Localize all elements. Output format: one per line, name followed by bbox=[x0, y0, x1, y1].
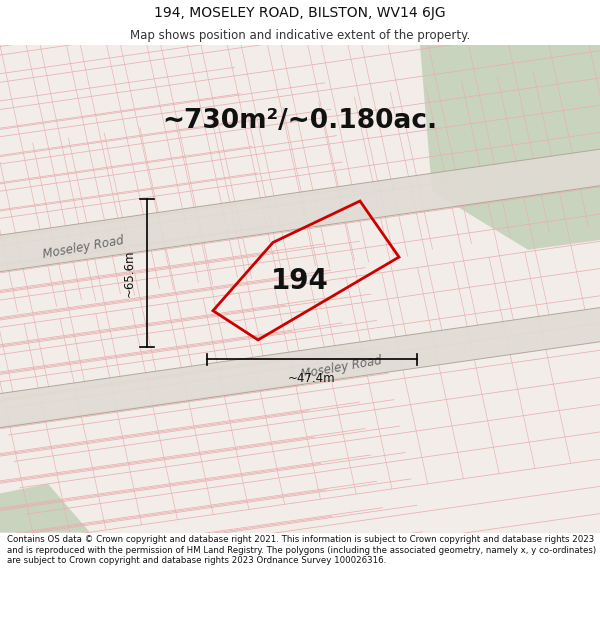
Text: Moseley Road: Moseley Road bbox=[300, 354, 383, 381]
Polygon shape bbox=[0, 484, 90, 532]
Text: Map shows position and indicative extent of the property.: Map shows position and indicative extent… bbox=[130, 29, 470, 42]
Polygon shape bbox=[0, 149, 600, 272]
Text: ~47.4m: ~47.4m bbox=[288, 372, 336, 384]
Text: 194, MOSELEY ROAD, BILSTON, WV14 6JG: 194, MOSELEY ROAD, BILSTON, WV14 6JG bbox=[154, 6, 446, 19]
Text: 194: 194 bbox=[271, 268, 329, 296]
Polygon shape bbox=[0, 308, 600, 428]
Text: ~730m²/~0.180ac.: ~730m²/~0.180ac. bbox=[163, 107, 437, 134]
Polygon shape bbox=[420, 45, 600, 250]
Text: ~65.6m: ~65.6m bbox=[123, 249, 136, 297]
Text: Contains OS data © Crown copyright and database right 2021. This information is : Contains OS data © Crown copyright and d… bbox=[7, 535, 596, 565]
Text: Moseley Road: Moseley Road bbox=[42, 234, 125, 261]
